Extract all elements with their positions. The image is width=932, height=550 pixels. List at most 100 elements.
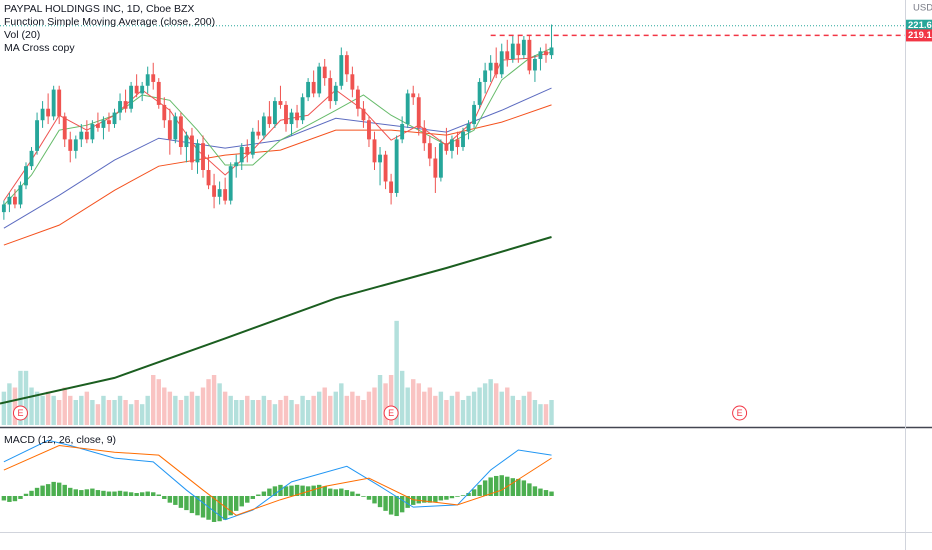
candle-body	[35, 120, 39, 151]
candle-body	[112, 112, 117, 125]
macd-histogram-bar	[444, 495, 449, 500]
volume-bar	[95, 404, 101, 425]
candle-body	[516, 43, 521, 56]
candle-body	[339, 55, 344, 86]
candle-layer	[1, 24, 554, 220]
macd-histogram-bar	[73, 489, 78, 496]
volume-bar	[90, 400, 95, 425]
macd-histogram-bar	[322, 486, 327, 496]
candle-body	[510, 43, 515, 59]
candle-body	[162, 104, 167, 121]
macd-histogram-bar	[510, 478, 516, 496]
chart-title: PAYPAL HOLDINGS INC, 1D, Cboe BZX	[4, 3, 194, 15]
candle-body	[344, 55, 349, 75]
volume-bar	[1, 391, 7, 425]
macd-histogram-bar	[549, 491, 554, 496]
volume-bar	[488, 379, 493, 425]
candle-body	[306, 81, 311, 98]
volume-bar	[239, 400, 244, 425]
candle-body	[372, 139, 377, 163]
macd-histogram-bar	[455, 495, 460, 497]
volume-bar	[139, 404, 145, 425]
macd-line	[3, 439, 552, 521]
volume-bar	[455, 391, 460, 425]
macd-histogram-bar	[527, 483, 532, 496]
macd-histogram-bar	[538, 488, 543, 496]
volume-bar	[322, 387, 327, 425]
macd-histogram-bar	[294, 484, 300, 496]
volume-bar	[267, 400, 272, 425]
macd-histogram-bar	[388, 495, 394, 515]
candle-body	[328, 78, 333, 102]
volume-bar	[350, 391, 355, 425]
candle-body	[24, 166, 28, 186]
macd-histogram-bar	[256, 494, 261, 496]
volume-bar	[18, 370, 23, 425]
volume-bar	[7, 383, 12, 425]
macd-histogram-bar	[178, 495, 184, 508]
macd-histogram-bar	[543, 490, 549, 496]
macd-histogram-bar	[184, 495, 189, 511]
candle-body	[12, 196, 17, 205]
macd-histogram-bar	[267, 488, 272, 496]
macd-histogram-bar	[239, 495, 244, 507]
macd-histogram-bar	[422, 495, 427, 503]
candle-body	[29, 150, 34, 167]
volume-bar	[51, 395, 56, 425]
volume-bar	[477, 387, 482, 425]
macd-histogram-bar	[316, 484, 322, 496]
candle-body	[427, 143, 432, 159]
macd-histogram-bar	[350, 491, 355, 496]
macd-histogram-bar	[90, 488, 95, 496]
candle-body	[129, 85, 134, 109]
candle-body	[151, 74, 156, 82]
volume-layer	[1, 320, 554, 425]
candle-body	[134, 85, 139, 94]
macd-histogram-bar	[466, 493, 471, 496]
volume-bar	[339, 383, 344, 425]
macd-histogram-bar	[344, 490, 350, 496]
candle-body	[140, 85, 145, 94]
candle-body	[51, 89, 56, 117]
macd-histogram-bar	[56, 482, 62, 496]
earnings-label: E	[737, 408, 743, 418]
volume-bar	[134, 400, 139, 425]
macd-histogram-bar	[29, 490, 34, 496]
candle-body	[261, 116, 266, 136]
volume-bar	[189, 391, 195, 425]
volume-bar	[433, 395, 438, 425]
macd-histogram-bar	[245, 495, 250, 503]
volume-bar	[112, 400, 117, 425]
macd-histogram-bar	[68, 487, 73, 496]
volume-bar	[123, 400, 128, 425]
earnings-marker	[12, 405, 28, 421]
macd-histogram-bar	[95, 490, 101, 496]
candle-body	[195, 143, 200, 163]
volume-bar	[222, 391, 228, 425]
macd-histogram-bar	[521, 480, 527, 496]
candle-body	[289, 112, 294, 125]
macd-histogram-bar	[40, 485, 45, 496]
macd-histogram-bar	[228, 495, 233, 516]
macd-histogram-bar	[361, 495, 366, 497]
volume-bar	[206, 379, 211, 425]
macd-histogram-bar	[477, 484, 482, 496]
candle-body	[527, 39, 532, 71]
candle-body	[201, 143, 205, 170]
candle-body	[472, 104, 477, 125]
candle-body	[538, 51, 543, 59]
macd-histogram-bar	[195, 495, 200, 516]
candle-body	[444, 143, 449, 151]
macd-histogram-bar	[162, 495, 167, 499]
candle-body	[317, 66, 322, 94]
macd-histogram-bar	[460, 495, 466, 496]
volume-bar	[499, 391, 504, 425]
macd-histogram-bar	[128, 492, 134, 496]
macd-histogram-bar	[399, 495, 405, 513]
macd-histogram-bar	[499, 475, 504, 496]
candle-body	[118, 101, 122, 113]
candle-body	[361, 108, 366, 121]
macd-histogram-bar	[233, 495, 239, 511]
candle-body	[68, 139, 73, 151]
volume-bar	[283, 395, 289, 425]
